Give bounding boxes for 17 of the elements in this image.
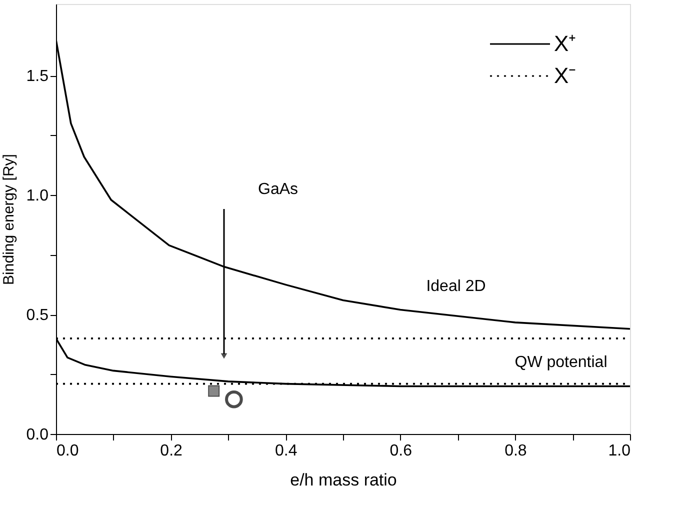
legend-label: X⁻ <box>554 63 576 88</box>
annotation: Ideal 2D <box>426 278 486 295</box>
x-tick-label: 0.6 <box>390 442 412 460</box>
legend-label: X⁺ <box>554 31 576 56</box>
y-axis-title: Binding energy [Ry] <box>0 154 18 285</box>
y-tick-label: 0.0 <box>26 426 49 444</box>
x-tick-label: 0.4 <box>274 442 298 460</box>
x-tick-label: 1.0 <box>608 442 631 460</box>
y-tick-label: 0.5 <box>26 307 49 324</box>
y-tick-label: 1.0 <box>26 188 49 205</box>
annotation: GaAs <box>258 181 298 198</box>
annotation: QW potential <box>514 354 608 371</box>
x-axis-title: e/h mass ratio <box>290 470 397 490</box>
y-tick-label: 1.5 <box>26 68 49 86</box>
x-tick-label: 0.8 <box>504 442 527 460</box>
x-tick-label: 0.0 <box>56 442 79 460</box>
x-tick-label: 0.2 <box>160 442 183 460</box>
